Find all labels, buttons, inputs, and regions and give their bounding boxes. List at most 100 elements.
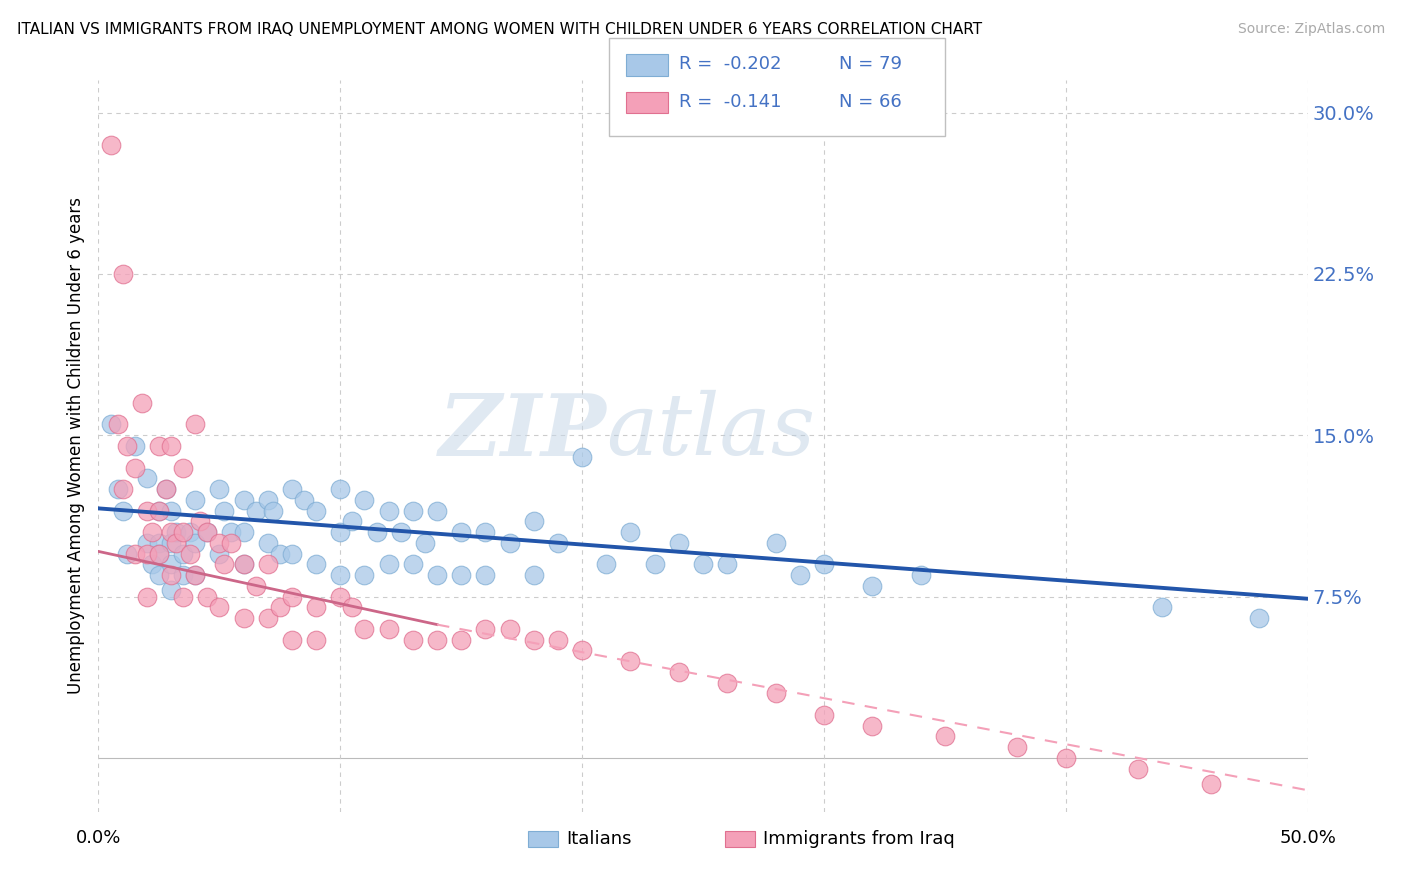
Point [789, 568, 811, 582]
Point [232, 492, 254, 507]
Point [813, 707, 835, 722]
Point [172, 460, 194, 475]
Point [148, 439, 170, 453]
Point [195, 590, 218, 604]
Point [292, 492, 315, 507]
Point [571, 643, 593, 657]
Point [107, 417, 129, 432]
Text: Italians: Italians [567, 830, 631, 847]
Point [111, 503, 134, 517]
Point [692, 558, 714, 572]
Point [184, 536, 207, 550]
Point [160, 439, 183, 453]
Point [1152, 600, 1174, 615]
Point [160, 524, 183, 539]
Point [141, 524, 163, 539]
Text: Source: ZipAtlas.com: Source: ZipAtlas.com [1237, 22, 1385, 37]
Point [498, 622, 520, 636]
Point [426, 632, 449, 647]
Point [184, 417, 207, 432]
Point [377, 503, 399, 517]
Bar [527, 830, 558, 847]
Point [160, 558, 183, 572]
Point [160, 536, 183, 550]
Bar [724, 830, 755, 847]
Text: atlas: atlas [606, 390, 815, 473]
Point [389, 524, 412, 539]
Point [256, 536, 278, 550]
Point [232, 558, 254, 572]
Point [165, 524, 187, 539]
Text: ZIP: ZIP [439, 390, 606, 473]
Point [117, 439, 139, 453]
Point [644, 558, 666, 572]
Point [155, 482, 177, 496]
Point [165, 536, 187, 550]
Point [450, 632, 472, 647]
Point [668, 536, 690, 550]
Point [195, 524, 218, 539]
Point [124, 547, 146, 561]
Point [342, 600, 364, 615]
Point [141, 558, 163, 572]
Point [450, 568, 472, 582]
Point [111, 482, 134, 496]
Point [281, 590, 304, 604]
Point [523, 632, 546, 647]
Point [474, 524, 496, 539]
Point [172, 590, 194, 604]
Point [860, 719, 883, 733]
Point [256, 611, 278, 625]
Point [212, 558, 235, 572]
Point [353, 568, 375, 582]
Point [208, 536, 231, 550]
Point [353, 622, 375, 636]
Point [172, 547, 194, 561]
Point [179, 524, 201, 539]
Point [256, 558, 278, 572]
Point [1128, 762, 1150, 776]
Text: N = 79: N = 79 [839, 55, 903, 73]
Point [208, 547, 231, 561]
Point [426, 568, 449, 582]
Point [269, 547, 291, 561]
Point [100, 137, 122, 152]
Point [245, 579, 267, 593]
Point [221, 524, 243, 539]
Text: ITALIAN VS IMMIGRANTS FROM IRAQ UNEMPLOYMENT AMONG WOMEN WITH CHILDREN UNDER 6 Y: ITALIAN VS IMMIGRANTS FROM IRAQ UNEMPLOY… [17, 22, 981, 37]
Point [212, 503, 235, 517]
Point [221, 536, 243, 550]
Point [232, 524, 254, 539]
Point [281, 632, 304, 647]
Point [148, 547, 170, 561]
Point [155, 482, 177, 496]
Point [450, 524, 472, 539]
Point [256, 492, 278, 507]
Point [377, 622, 399, 636]
Point [262, 503, 284, 517]
Point [860, 579, 883, 593]
Point [1249, 611, 1271, 625]
Point [208, 482, 231, 496]
Point [148, 536, 170, 550]
Point [188, 514, 211, 528]
Point [148, 568, 170, 582]
Point [1199, 777, 1222, 791]
Point [523, 514, 546, 528]
Point [474, 568, 496, 582]
Point [305, 558, 328, 572]
Point [281, 547, 304, 561]
Point [329, 568, 352, 582]
Point [498, 536, 520, 550]
Point [100, 417, 122, 432]
Text: 0.0%: 0.0% [76, 829, 121, 847]
Point [208, 600, 231, 615]
Point [571, 450, 593, 464]
Point [232, 558, 254, 572]
Point [413, 536, 436, 550]
Point [245, 503, 267, 517]
Point [342, 514, 364, 528]
Point [135, 471, 157, 485]
Point [366, 524, 388, 539]
Point [813, 558, 835, 572]
